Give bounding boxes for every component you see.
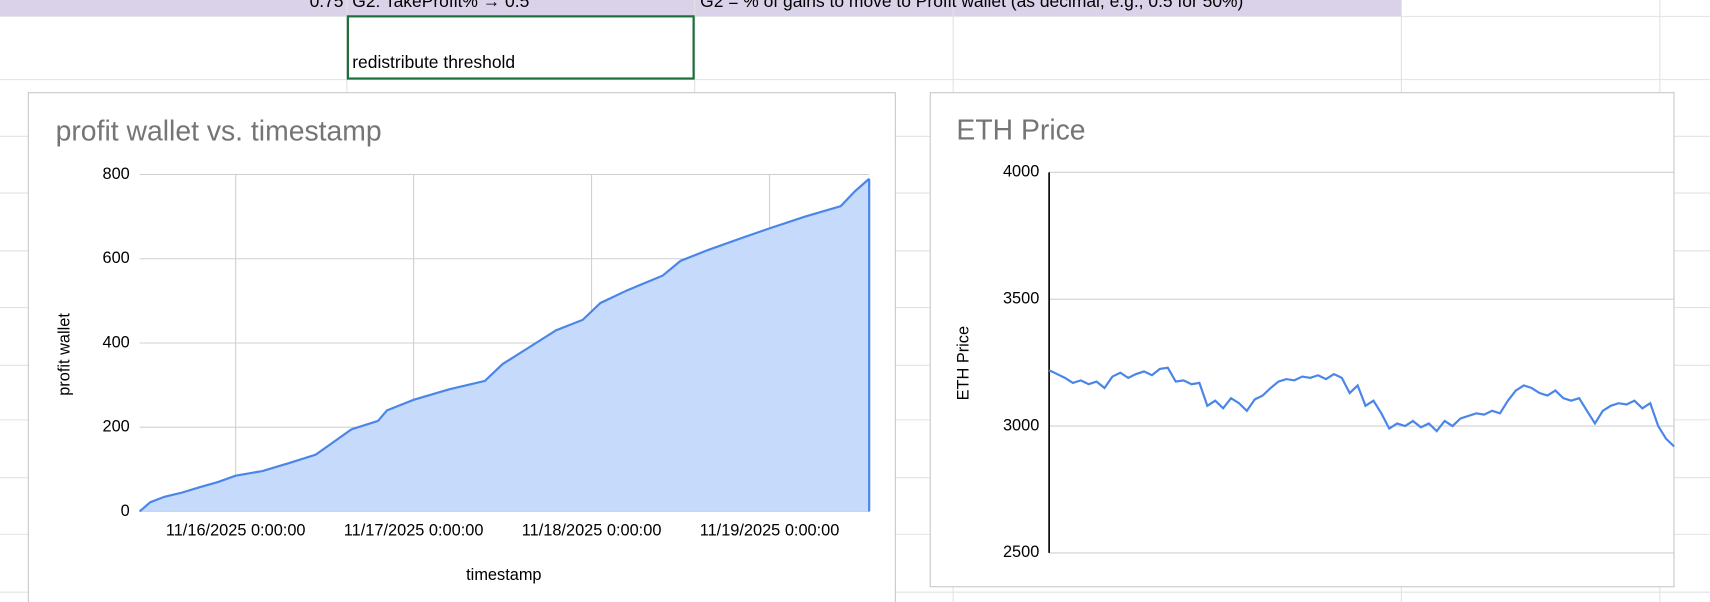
y-axis-label: profit wallet <box>56 313 74 396</box>
cell: G2: TakeProfit% → 0.5 <box>352 0 529 11</box>
chart-title: profit wallet vs. timestamp <box>56 116 382 148</box>
header-row <box>0 0 1402 17</box>
area-line <box>138 177 870 513</box>
x-tick-label: 11/19/2025 0:00:00 <box>700 521 840 539</box>
chart-frame[interactable] <box>929 92 1675 588</box>
line <box>1048 366 1675 448</box>
y-tick-label: 800 <box>102 165 129 183</box>
chart-title: ETH Price <box>956 114 1085 146</box>
y-tick-label: 3500 <box>1003 289 1039 307</box>
y-tick-label: 200 <box>102 418 129 436</box>
x-tick-label: 11/17/2025 0:00:00 <box>344 521 484 539</box>
cell: G2 = % of gains to move to Profit wallet… <box>700 0 1243 11</box>
y-tick-label: 4000 <box>1003 163 1039 181</box>
cell[interactable]: redistribute threshold <box>352 52 515 72</box>
selected-cell[interactable] <box>346 15 695 80</box>
y-axis-label: ETH Price <box>954 326 972 400</box>
y-tick-label: 3000 <box>1003 416 1039 434</box>
x-tick-label: 11/16/2025 0:00:00 <box>166 521 306 539</box>
x-tick-label: 11/18/2025 0:00:00 <box>522 521 662 539</box>
x-axis-label: timestamp <box>466 566 541 584</box>
cell: 0.75 <box>310 0 344 11</box>
area-fill <box>139 178 870 512</box>
y-tick-label: 600 <box>102 249 129 267</box>
y-tick-label: 2500 <box>1003 543 1039 561</box>
y-tick-label: 0 <box>121 502 130 520</box>
y-tick-label: 400 <box>102 333 129 351</box>
